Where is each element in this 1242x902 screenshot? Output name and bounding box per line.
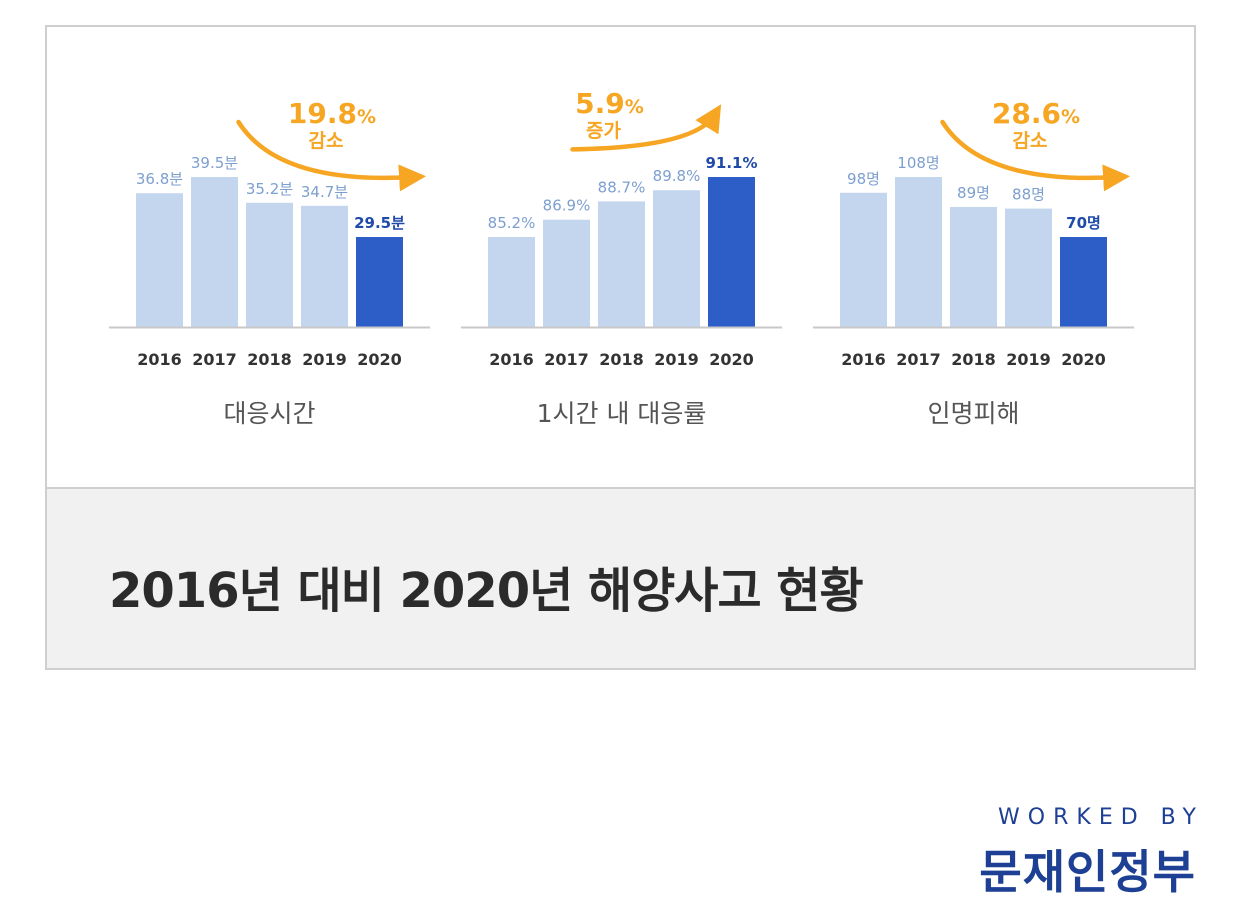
tick-label-2019: 2019 [302,350,347,369]
tick-label-2019: 2019 [654,350,699,369]
tick-label-2017: 2017 [544,350,589,369]
tick-label-2020: 2020 [1061,350,1106,369]
change-percent: 19.8% [288,97,376,130]
bar-2017 [895,177,942,327]
bar-2018 [598,201,645,327]
chart-subtitle: 1시간 내 대응률 [537,399,707,428]
bar-2020 [1060,237,1107,327]
infographic-card: 36.8분 2016 39.5분 2017 35.2분 2018 34.7분 2019 29.5… [45,25,1196,670]
data-label-2017: 108명 [897,154,939,172]
bar-2017 [543,219,590,327]
data-label-2019: 34.7분 [301,183,348,201]
bar-2017 [191,177,238,327]
change-arrow [236,119,427,192]
tick-label-2018: 2018 [247,350,292,369]
data-label-2020: 29.5분 [354,214,405,232]
tick-label-2016: 2016 [841,350,886,369]
tick-label-2017: 2017 [192,350,237,369]
chart-area: 36.8분 2016 39.5분 2017 35.2분 2018 34.7분 2019 29.5… [47,27,1194,487]
data-label-2018: 88.7% [598,178,646,196]
bar-2016 [488,237,535,327]
caption-band: 2016년 대비 2020년 해양사고 현황 [47,487,1194,668]
data-label-2019: 89.8% [653,167,701,185]
bar-2019 [1005,208,1052,327]
chart-3: 98명 2016 108명 2017 89명 2018 88명 2019 70명 2020 인명피해… [813,97,1134,428]
data-label-2016: 85.2% [488,214,536,232]
chart-subtitle: 대응시간 [223,399,315,428]
bar-2018 [246,202,293,327]
bar-2020 [708,177,755,327]
chart-subtitle: 인명피해 [927,399,1019,428]
change-word: 감소 [1013,130,1048,152]
change-percent-value: 19.8 [288,97,357,130]
footer-brand: WORKED BY 문재인정부 [979,805,1196,902]
bar-2019 [653,190,700,327]
bar-charts: 36.8분 2016 39.5분 2017 35.2분 2018 34.7분 2019 29.5… [109,87,1134,428]
data-label-2018: 89명 [957,184,990,202]
change-percent-value: 5.9 [575,87,625,120]
tick-label-2018: 2018 [599,350,644,369]
data-label-2016: 36.8분 [136,170,183,188]
worked-by-label: WORKED BY [998,805,1204,830]
change-arrow [940,119,1131,192]
change-word: 감소 [309,130,344,152]
tick-label-2018: 2018 [951,350,996,369]
bar-2020 [356,237,403,327]
change-arrow [570,104,722,152]
page-title: 2016년 대비 2020년 해양사고 현황 [109,563,864,619]
change-percent-value: 28.6 [992,97,1061,130]
change-percent-unit: % [625,96,644,118]
data-label-2016: 98명 [847,170,880,188]
change-word: 증가 [586,120,621,142]
tick-label-2017: 2017 [896,350,941,369]
data-label-2020: 70명 [1066,214,1101,232]
data-label-2017: 39.5분 [191,154,238,172]
tick-label-2016: 2016 [137,350,182,369]
chart-1: 36.8분 2016 39.5분 2017 35.2분 2018 34.7분 2019 29.5… [109,97,430,428]
tick-label-2016: 2016 [489,350,534,369]
bar-2016 [136,193,183,327]
tick-label-2020: 2020 [357,350,402,369]
tick-label-2019: 2019 [1006,350,1051,369]
data-label-2017: 86.9% [543,197,591,215]
data-label-2020: 91.1% [705,154,757,172]
brand-name: 문재인정부 [979,845,1196,899]
change-percent: 28.6% [992,97,1080,130]
change-percent-unit: % [357,106,376,128]
data-label-2019: 88명 [1012,186,1045,204]
bar-2019 [301,205,348,327]
chart-2: 85.2% 2016 86.9% 2017 88.7% 2018 89.8% 2019 91.1… [461,87,782,428]
bar-2018 [950,207,997,327]
data-label-2018: 35.2분 [246,180,293,198]
change-percent-unit: % [1061,106,1080,128]
tick-label-2020: 2020 [709,350,754,369]
bar-2016 [840,192,887,327]
change-percent: 5.9% [575,87,644,120]
